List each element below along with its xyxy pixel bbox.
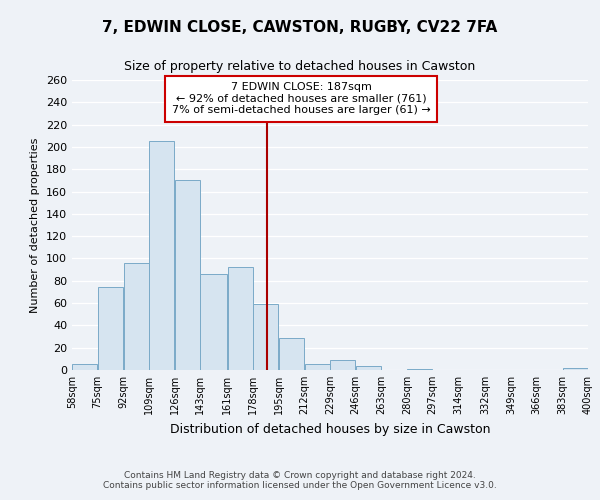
Bar (253, 304, 278, 370)
Text: 7 EDWIN CLOSE: 187sqm
← 92% of detached houses are smaller (761)
7% of semi-deta: 7 EDWIN CLOSE: 187sqm ← 92% of detached … (172, 82, 431, 116)
Bar (356, 366, 381, 370)
Y-axis label: Number of detached properties: Number of detached properties (31, 138, 40, 312)
Bar (124, 263, 149, 370)
Bar (227, 268, 253, 370)
Text: Size of property relative to detached houses in Cawston: Size of property relative to detached ho… (124, 60, 476, 73)
Bar (407, 369, 433, 370)
Bar (149, 142, 175, 370)
Text: Contains HM Land Registry data © Crown copyright and database right 2024.
Contai: Contains HM Land Registry data © Crown c… (103, 470, 497, 490)
Bar (175, 180, 200, 370)
Bar (72, 364, 97, 370)
Bar (200, 274, 227, 370)
Bar (98, 288, 123, 370)
Bar (305, 364, 330, 370)
Bar (563, 368, 588, 370)
Bar (330, 360, 355, 370)
Text: 7, EDWIN CLOSE, CAWSTON, RUGBY, CV22 7FA: 7, EDWIN CLOSE, CAWSTON, RUGBY, CV22 7FA (103, 20, 497, 35)
X-axis label: Distribution of detached houses by size in Cawston: Distribution of detached houses by size … (170, 422, 490, 436)
Bar (279, 338, 304, 370)
